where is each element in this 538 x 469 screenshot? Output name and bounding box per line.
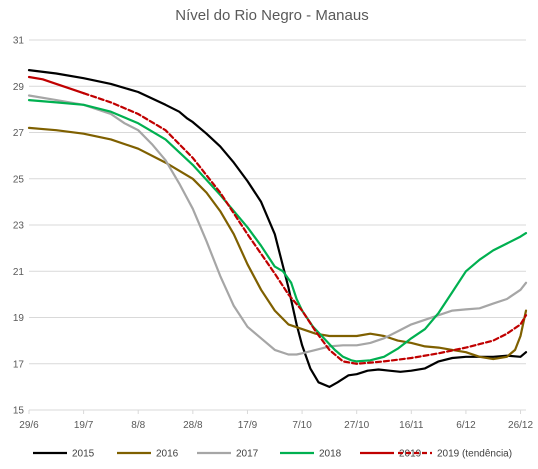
legend-label: 2019 (tendência) [437, 449, 512, 460]
y-axis-ticks: 15 17 19 21 23 25 27 29 31 [13, 36, 25, 417]
series-lines [27, 68, 528, 388]
x-tick-label: 19/7 [74, 420, 94, 431]
x-tick-label: 6/12 [456, 420, 476, 431]
y-tick-label: 17 [13, 359, 25, 370]
x-tick-label: 7/10 [292, 420, 312, 431]
series-line-2015 [27, 68, 528, 388]
y-tick-label: 25 [13, 174, 25, 185]
legend-item: 2019 [360, 449, 422, 460]
x-tick-label: 16/11 [399, 420, 424, 431]
x-tick-label: 17/9 [238, 420, 258, 431]
series-line-2019-tend-ncia [82, 92, 528, 365]
legend-item: 2018 [280, 449, 342, 460]
y-tick-label: 27 [13, 128, 25, 139]
legend-item: 2019 (tendência) [398, 449, 512, 460]
y-tick-label: 29 [13, 82, 25, 93]
legend-item: 2017 [197, 449, 259, 460]
chart-title: Nível do Rio Negro - Manaus [175, 7, 368, 24]
y-tick-label: 31 [13, 36, 25, 47]
x-tick-label: 29/6 [19, 420, 39, 431]
gridlines [29, 39, 526, 411]
legend-item: 2015 [33, 449, 95, 460]
legend-label: 2017 [236, 449, 259, 460]
y-tick-label: 15 [13, 406, 25, 417]
x-tick-label: 8/8 [131, 420, 145, 431]
x-tick-label: 26/12 [508, 420, 533, 431]
series-line-2019 [27, 75, 85, 95]
legend-label: 2016 [156, 449, 179, 460]
y-tick-label: 21 [13, 267, 25, 278]
x-axis-ticks: 29/6 19/7 8/8 28/8 17/9 7/10 27/10 16/11 6/12 26/… [19, 409, 533, 431]
series-line-2017 [27, 94, 528, 356]
series-line-2018 [27, 98, 528, 363]
legend-label: 2015 [72, 449, 95, 460]
y-tick-label: 19 [13, 313, 25, 324]
x-tick-label: 28/8 [183, 420, 203, 431]
legend-item: 2016 [117, 449, 179, 460]
legend: 2015 2016 2017 2018 2019 2019 (tendência) [33, 449, 512, 460]
legend-label: 2018 [319, 449, 342, 460]
x-tick-label: 27/10 [344, 420, 369, 431]
series-line-2016 [27, 126, 528, 361]
y-tick-label: 23 [13, 221, 25, 232]
